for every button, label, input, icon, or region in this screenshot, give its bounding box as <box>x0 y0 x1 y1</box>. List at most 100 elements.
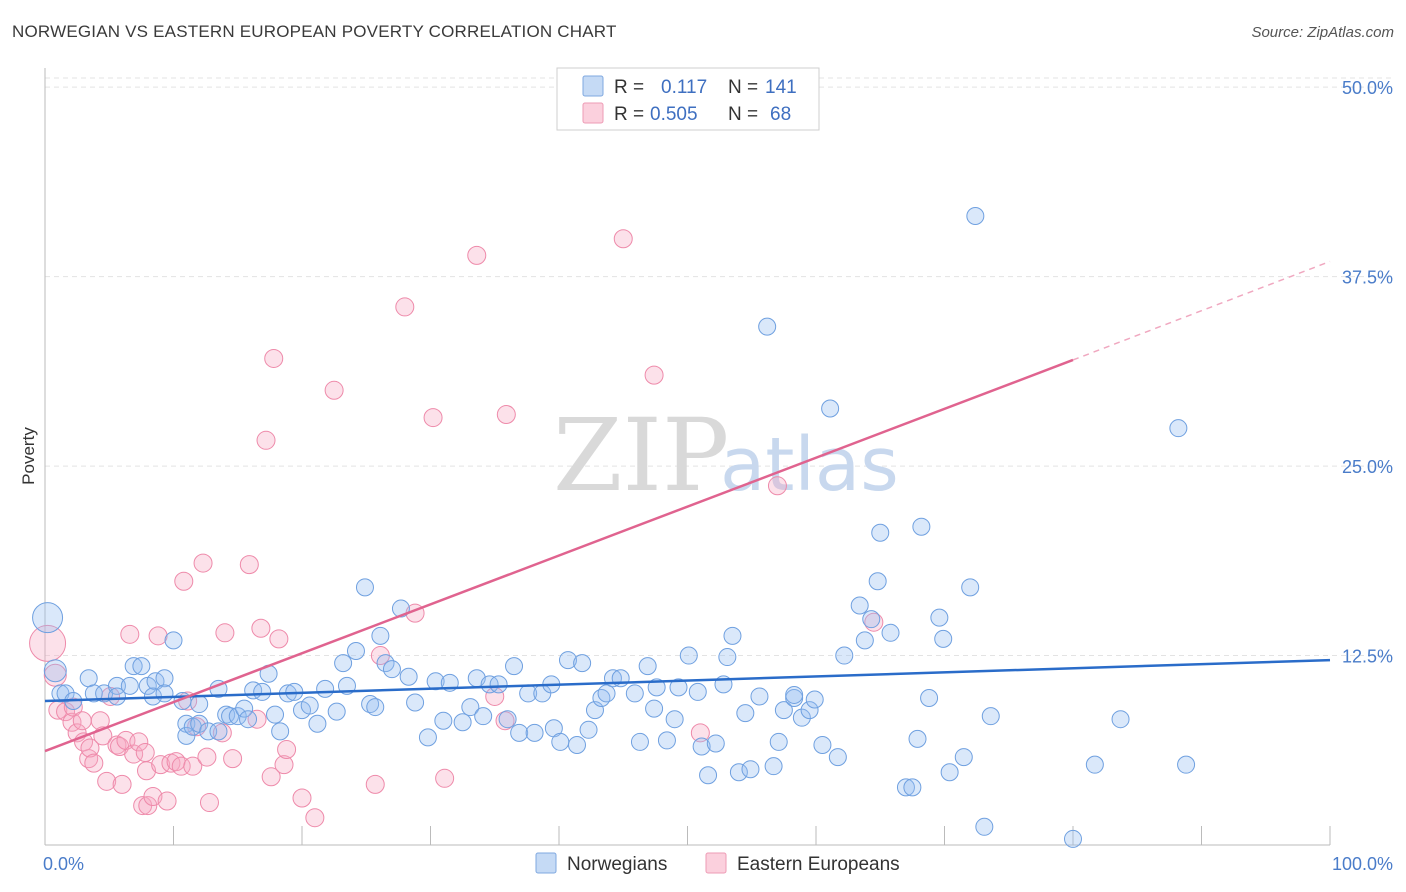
norwegian-point <box>155 669 174 688</box>
norwegian-point <box>253 682 272 701</box>
eastern-point <box>261 767 281 787</box>
eastern-point <box>256 430 276 450</box>
y-axis-label: Poverty <box>19 427 38 485</box>
norwegian-point <box>382 660 401 679</box>
norwegian-point <box>132 657 151 676</box>
norwegian-point <box>718 648 737 667</box>
norwegian-point <box>498 710 517 729</box>
norwegian-point <box>981 707 1000 726</box>
eastern-point <box>148 626 168 646</box>
norwegian-point <box>912 517 931 536</box>
norwegian-point <box>573 654 592 673</box>
norwegian-point <box>862 610 881 629</box>
x-tick-label-1: 100.0% <box>1332 854 1393 874</box>
norwegian-point <box>736 704 755 723</box>
norwegian-point <box>124 657 143 676</box>
chart-title: NORWEGIAN VS EASTERN EUROPEAN POVERTY CO… <box>12 22 617 41</box>
norwegian-point <box>638 657 657 676</box>
eastern-point <box>62 712 82 732</box>
eastern-point <box>143 786 163 806</box>
eastern-point <box>644 365 664 385</box>
norwegian-point <box>406 693 425 712</box>
norwegian-point <box>920 688 939 707</box>
bottom-legend: Norwegians Eastern Europeans <box>535 852 900 875</box>
norwegian-point <box>750 687 769 706</box>
norwegian-point <box>1111 710 1130 729</box>
legend-swatch-norwegians <box>582 75 604 97</box>
norwegian-point <box>611 669 630 688</box>
eastern-point <box>324 380 344 400</box>
eastern-point <box>84 753 104 773</box>
norwegian-point <box>155 684 174 703</box>
norwegian-point <box>835 646 854 665</box>
norwegian-point <box>881 623 900 642</box>
eastern-point <box>496 405 516 425</box>
norwegian-point <box>903 778 922 797</box>
eastern-point <box>690 723 710 743</box>
eastern-point <box>157 791 177 811</box>
norwegian-point <box>366 698 385 717</box>
norwegian-point <box>706 734 725 753</box>
norwegian-point <box>228 707 247 726</box>
source-credit: Source: ZipAtlas.com <box>1251 24 1394 41</box>
norwegian-point <box>300 696 319 715</box>
legend-r-label-1: R = <box>614 77 644 98</box>
norwegian-point <box>630 732 649 751</box>
norwegian-point <box>966 206 985 225</box>
norwegian-point <box>699 766 718 785</box>
norwegian-point <box>961 578 980 597</box>
norwegian-point <box>418 728 437 747</box>
eastern-point <box>264 348 284 368</box>
norwegian-point <box>489 675 508 694</box>
norwegian-point <box>327 702 346 721</box>
norwegian-point <box>43 659 67 683</box>
norwegian-point <box>850 596 869 615</box>
eastern-point <box>129 732 149 752</box>
legend-n-value-1: 141 <box>765 77 797 98</box>
norwegian-point <box>510 723 529 742</box>
norwegian-point <box>871 523 890 542</box>
norwegian-point <box>940 763 959 782</box>
norwegian-point <box>177 726 196 745</box>
norwegian-point <box>679 646 698 665</box>
norwegian-point <box>32 602 64 634</box>
eastern-point <box>767 476 787 496</box>
eastern-point <box>199 793 219 813</box>
norwegian-point <box>271 722 290 741</box>
norwegian-point <box>346 641 365 660</box>
eastern-trend-line <box>44 358 1074 753</box>
norwegian-points <box>32 206 1196 848</box>
bottom-legend-norwegians: Norwegians <box>567 854 667 875</box>
norwegian-point <box>164 631 183 650</box>
eastern-point <box>251 618 271 638</box>
eastern-point <box>138 796 158 816</box>
norwegian-point <box>1169 419 1188 438</box>
norwegian-point <box>930 608 949 627</box>
norwegian-point <box>461 698 480 717</box>
norwegian-point <box>828 748 847 767</box>
norwegian-point <box>434 711 453 730</box>
eastern-point <box>151 755 171 775</box>
norwegian-point <box>645 699 664 718</box>
bottom-legend-swatch-eastern <box>705 852 727 874</box>
trend-lines <box>44 260 1331 753</box>
eastern-point <box>239 555 259 575</box>
norwegian-point <box>813 735 832 754</box>
norwegian-point <box>908 729 927 748</box>
bottom-legend-swatch-norwegians <box>535 852 557 874</box>
norwegian-point <box>84 684 103 703</box>
norwegian-point <box>355 578 374 597</box>
eastern-point <box>395 297 415 317</box>
norwegian-point <box>1085 755 1104 774</box>
norwegian-point <box>551 732 570 751</box>
norwegian-point <box>120 676 139 695</box>
legend-r-label-2: R = <box>614 104 644 125</box>
norwegian-point <box>896 778 915 797</box>
eastern-european-points <box>29 229 884 828</box>
legend-n-label-2: N = <box>728 104 758 125</box>
norwegian-point <box>800 701 819 720</box>
axes <box>44 68 1331 846</box>
norwegian-point <box>221 707 240 726</box>
eastern-point <box>613 229 633 249</box>
